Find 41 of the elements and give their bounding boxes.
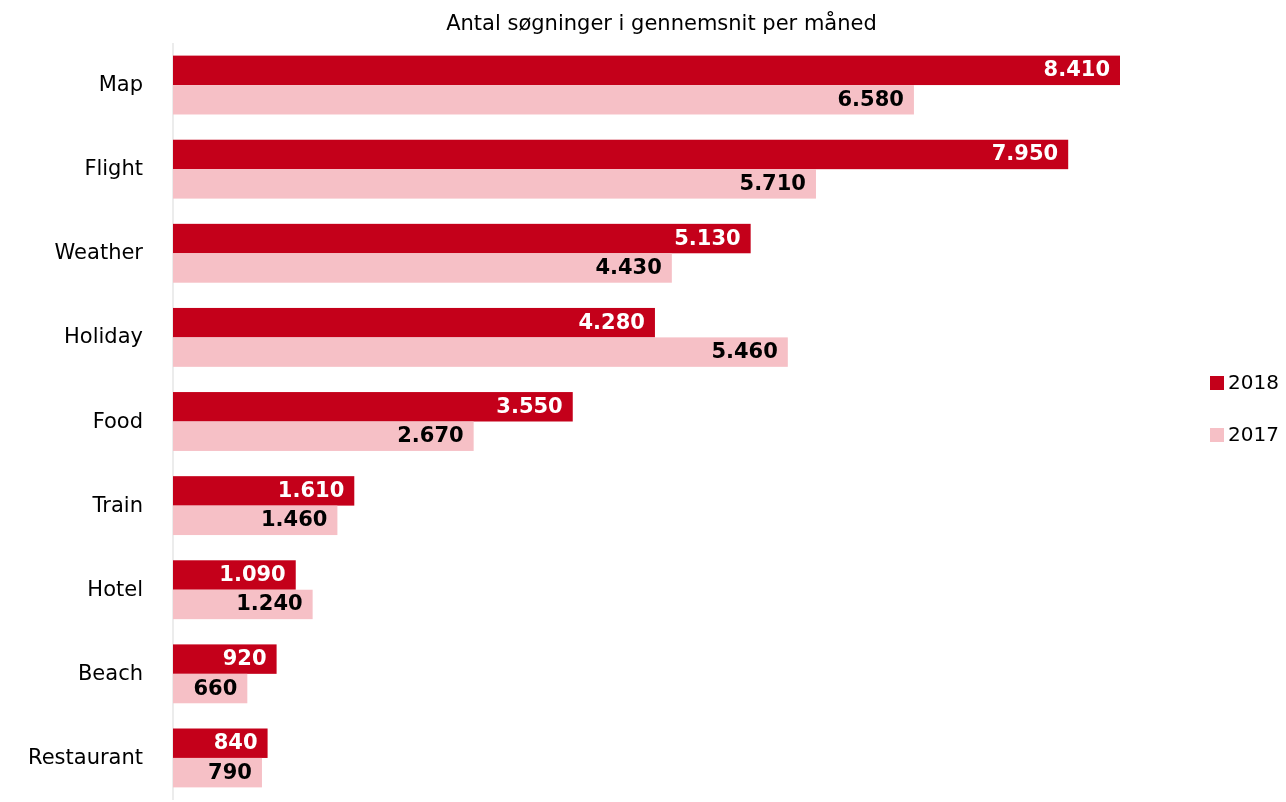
- y-tick-label: Beach: [77, 660, 143, 685]
- data-label: 3.550: [496, 393, 563, 418]
- y-tick-label: Train: [91, 492, 143, 517]
- y-tick-label: Food: [92, 408, 143, 433]
- data-label: 1.240: [236, 591, 303, 616]
- data-label: 660: [193, 675, 238, 700]
- bar: [173, 307, 655, 338]
- data-label: 5.710: [739, 170, 806, 195]
- data-label: 8.410: [1043, 57, 1110, 82]
- chart-title: Antal søgninger i gennemsnit per måned: [446, 10, 877, 35]
- bar: [173, 139, 1069, 170]
- data-label: 4.280: [578, 309, 645, 334]
- bar: [173, 253, 672, 283]
- legend-label: 2017: [1228, 421, 1279, 446]
- y-tick-label: Hotel: [87, 576, 143, 601]
- y-tick-label: Restaurant: [28, 744, 143, 769]
- bar: [173, 392, 573, 422]
- bar: [173, 223, 751, 254]
- bar: [173, 55, 1120, 86]
- bar: [173, 85, 914, 115]
- data-label: 790: [208, 759, 252, 784]
- data-label: 2.670: [397, 423, 464, 448]
- y-tick-label: Weather: [54, 240, 144, 265]
- data-label: 4.430: [595, 255, 662, 279]
- y-tick-label: Flight: [84, 156, 143, 181]
- bar: [173, 476, 355, 506]
- data-label: 7.950: [991, 141, 1059, 166]
- data-label: 6.580: [837, 86, 904, 111]
- data-label: 5.130: [674, 225, 741, 250]
- legend-label: 2018: [1228, 369, 1279, 394]
- data-label: 920: [222, 646, 267, 671]
- y-tick-label: Map: [98, 72, 143, 97]
- data-label: 5.460: [711, 339, 778, 364]
- data-label: 1.460: [260, 507, 328, 532]
- y-tick-label: Holiday: [64, 324, 143, 349]
- bar: [173, 421, 474, 451]
- data-label: 1.090: [219, 562, 286, 586]
- bar: [173, 337, 788, 367]
- bar: [173, 169, 816, 199]
- data-label: 840: [213, 730, 258, 755]
- data-label: 1.610: [277, 477, 345, 502]
